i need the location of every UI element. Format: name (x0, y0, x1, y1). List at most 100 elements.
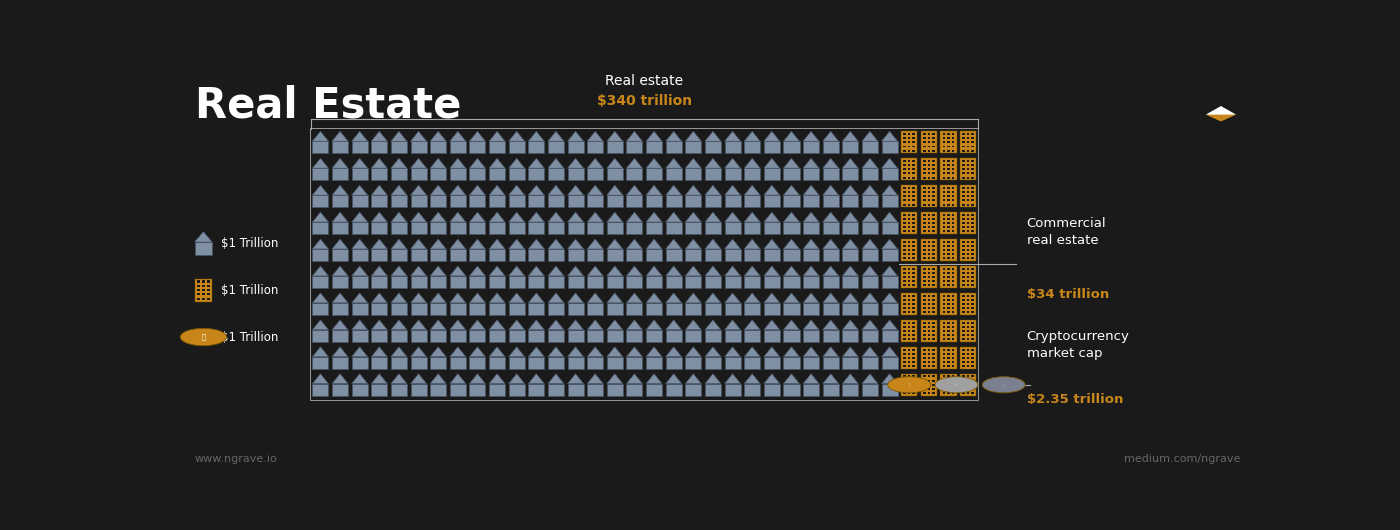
Polygon shape (332, 239, 349, 249)
Bar (972, 231, 974, 233)
Bar (332, 384, 349, 396)
Polygon shape (626, 158, 643, 168)
Bar (923, 392, 925, 394)
Polygon shape (745, 374, 760, 384)
Bar (469, 357, 486, 369)
Polygon shape (665, 212, 682, 222)
Bar (903, 249, 906, 251)
Bar (645, 195, 662, 207)
Bar (903, 334, 906, 336)
Bar (909, 218, 910, 220)
Bar (665, 330, 682, 342)
Bar (932, 365, 935, 367)
Bar (932, 142, 935, 143)
Bar (928, 384, 930, 386)
Polygon shape (706, 347, 721, 357)
Bar (942, 349, 945, 350)
Bar (962, 280, 965, 282)
Bar (862, 276, 878, 288)
Bar (606, 357, 623, 369)
Bar (202, 298, 204, 299)
Bar (928, 361, 930, 363)
Bar (909, 199, 910, 201)
Bar (903, 142, 906, 143)
Bar (804, 276, 819, 288)
Bar (928, 253, 930, 255)
Text: www.ngrave.io: www.ngrave.io (195, 454, 277, 464)
Bar (948, 149, 949, 152)
Bar (547, 142, 564, 153)
Bar (928, 231, 930, 233)
Bar (932, 392, 935, 394)
Bar (391, 142, 407, 153)
Bar (903, 330, 906, 332)
Bar (923, 284, 925, 286)
Bar (948, 160, 949, 162)
Bar (967, 149, 969, 152)
Bar (903, 245, 906, 247)
Polygon shape (626, 266, 643, 276)
Bar (942, 352, 945, 355)
Bar (197, 298, 200, 299)
Bar (932, 169, 935, 170)
Bar (351, 303, 368, 315)
Bar (962, 272, 965, 274)
Polygon shape (410, 293, 427, 303)
Polygon shape (862, 158, 878, 168)
Bar (952, 253, 955, 255)
Bar (469, 142, 486, 153)
Bar (862, 330, 878, 342)
Bar (928, 276, 930, 278)
Bar (903, 199, 906, 201)
Bar (948, 191, 949, 193)
Bar (967, 245, 969, 247)
Bar (706, 249, 721, 261)
Bar (928, 176, 930, 179)
Bar (745, 384, 760, 396)
Bar (928, 258, 930, 259)
Polygon shape (804, 266, 819, 276)
Bar (967, 169, 969, 170)
Bar (972, 322, 974, 324)
Bar (909, 307, 910, 309)
Bar (202, 285, 204, 287)
Bar (928, 172, 930, 174)
Polygon shape (449, 374, 466, 384)
Polygon shape (587, 239, 603, 249)
Bar (909, 280, 910, 282)
Bar (312, 384, 329, 396)
Bar (942, 280, 945, 282)
Bar (932, 379, 935, 382)
Bar (923, 241, 925, 243)
Bar (932, 384, 935, 386)
Bar (967, 191, 969, 193)
Bar (921, 293, 937, 315)
Polygon shape (764, 239, 780, 249)
Polygon shape (764, 374, 780, 384)
Bar (967, 231, 969, 233)
Bar (909, 311, 910, 313)
Polygon shape (685, 239, 701, 249)
Polygon shape (804, 239, 819, 249)
Bar (909, 191, 910, 193)
Polygon shape (332, 212, 349, 222)
Bar (972, 272, 974, 274)
Bar (967, 164, 969, 166)
Polygon shape (430, 185, 447, 195)
Bar (932, 268, 935, 270)
Bar (948, 146, 949, 147)
Bar (685, 276, 701, 288)
Bar (923, 384, 925, 386)
Bar (921, 320, 937, 342)
Bar (449, 276, 466, 288)
Polygon shape (410, 158, 427, 168)
Polygon shape (843, 293, 858, 303)
Polygon shape (606, 131, 623, 142)
Bar (952, 303, 955, 305)
Bar (972, 388, 974, 390)
Bar (645, 276, 662, 288)
Bar (932, 276, 935, 278)
Bar (764, 142, 780, 153)
Polygon shape (784, 374, 799, 384)
Bar (962, 222, 965, 224)
